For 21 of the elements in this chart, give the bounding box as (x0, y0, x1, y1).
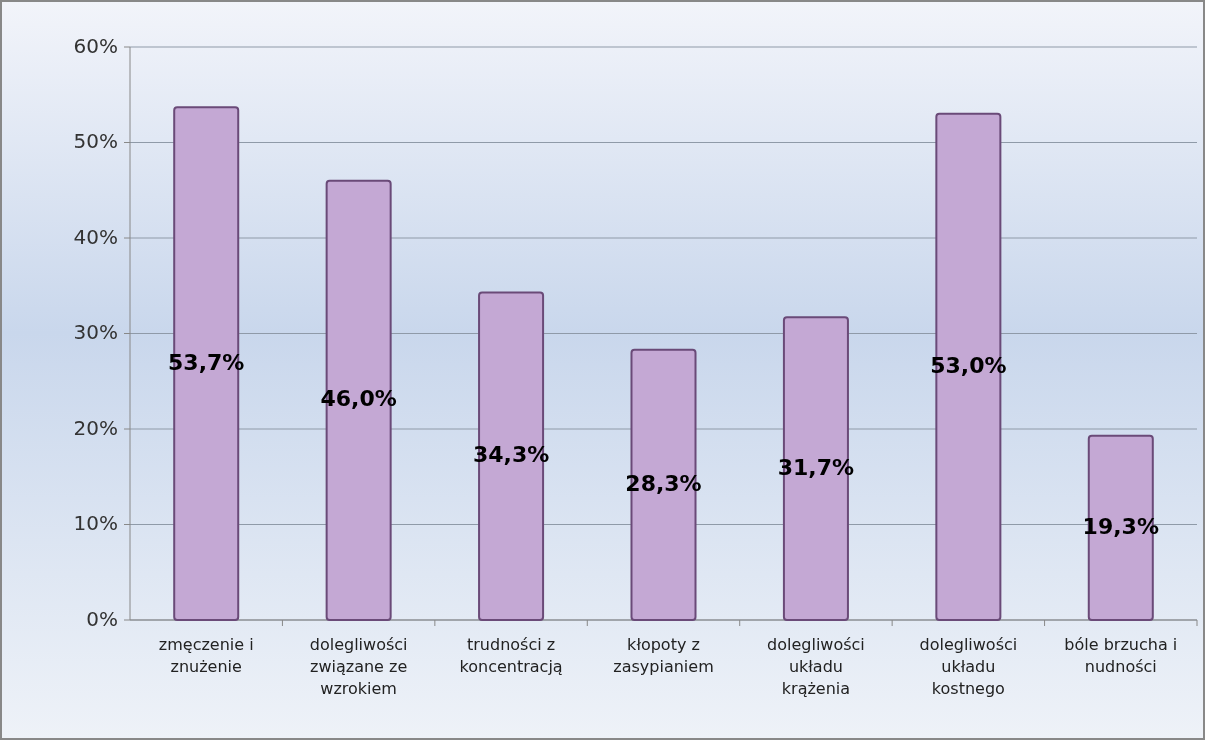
data-label: 31,7% (777, 454, 855, 480)
x-tick-label: bóle brzucha i nudności (1064, 635, 1178, 676)
y-tick-label: 20% (73, 415, 118, 440)
y-tick-label: 10% (73, 511, 118, 535)
x-tick-label: zmęczenie i znużenie (158, 635, 254, 676)
x-tick-label: dolegliwości układu kostnego (919, 635, 1018, 698)
x-tick-label: kłopoty z zasypianiem (613, 635, 714, 676)
y-tick-label: 50% (73, 129, 118, 153)
data-label: 53,0% (930, 352, 1007, 378)
x-tick-label: dolegliwości układu krążenia (767, 635, 865, 698)
data-label: 53,7% (168, 349, 245, 375)
y-tick-label: 30% (73, 320, 118, 344)
x-tick-label: trudności z koncentracją (459, 635, 563, 676)
y-tick-label: 60% (73, 33, 118, 58)
x-tick-label: dolegliwości związane ze wzrokiem (309, 635, 408, 698)
y-tick-label: 40% (73, 224, 118, 249)
data-label: 28,3% (625, 470, 702, 496)
data-label: 34,3% (472, 442, 550, 468)
data-label: 46,0% (320, 386, 397, 412)
data-label: 19,3% (1082, 513, 1159, 539)
y-tick-label: 0% (86, 606, 118, 631)
